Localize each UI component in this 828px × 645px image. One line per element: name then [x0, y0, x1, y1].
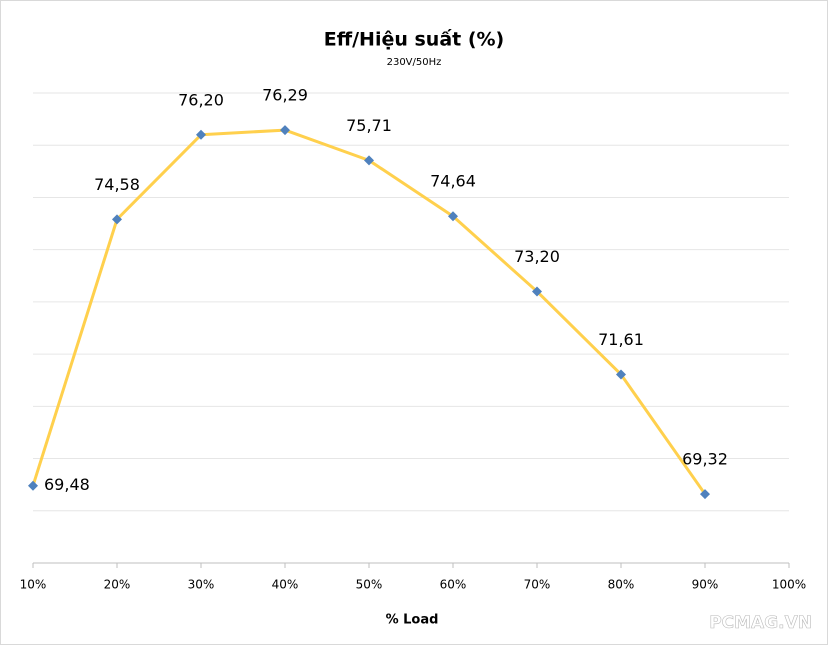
x-tick-label: 50%: [356, 578, 383, 592]
marker: [616, 369, 626, 380]
marker: [112, 214, 122, 225]
x-tick-label: 30%: [188, 578, 215, 592]
data-label: 69,48: [44, 475, 90, 494]
marker: [700, 489, 710, 500]
data-label: 74,58: [94, 175, 140, 194]
marker: [196, 129, 206, 140]
x-tick-label: 20%: [104, 578, 131, 592]
marker: [364, 155, 374, 166]
x-tick-label: 40%: [272, 578, 299, 592]
marker: [532, 286, 542, 297]
x-tick-label: 10%: [20, 578, 47, 592]
x-tick-label: 80%: [608, 578, 635, 592]
data-label: 76,29: [262, 86, 308, 105]
chart-subtitle: 230V/50Hz: [387, 57, 442, 68]
data-label: 76,20: [178, 90, 224, 109]
x-axis-label: % Load: [386, 613, 439, 628]
data-label: 73,20: [514, 247, 560, 266]
x-tick-label: 90%: [692, 578, 719, 592]
chart-title: Eff/Hiệu suất (%): [324, 28, 505, 51]
data-label: 69,32: [682, 450, 728, 469]
marker: [280, 125, 290, 136]
x-tick-label: 100%: [772, 578, 806, 592]
x-tick-label: 70%: [524, 578, 551, 592]
x-tick-label: 60%: [440, 578, 467, 592]
data-label: 74,64: [430, 172, 476, 191]
data-label: 71,61: [598, 330, 644, 349]
marker: [28, 480, 38, 491]
watermark: PCMAG.VN: [709, 613, 812, 633]
data-label: 75,71: [346, 116, 392, 135]
marker: [448, 211, 458, 222]
